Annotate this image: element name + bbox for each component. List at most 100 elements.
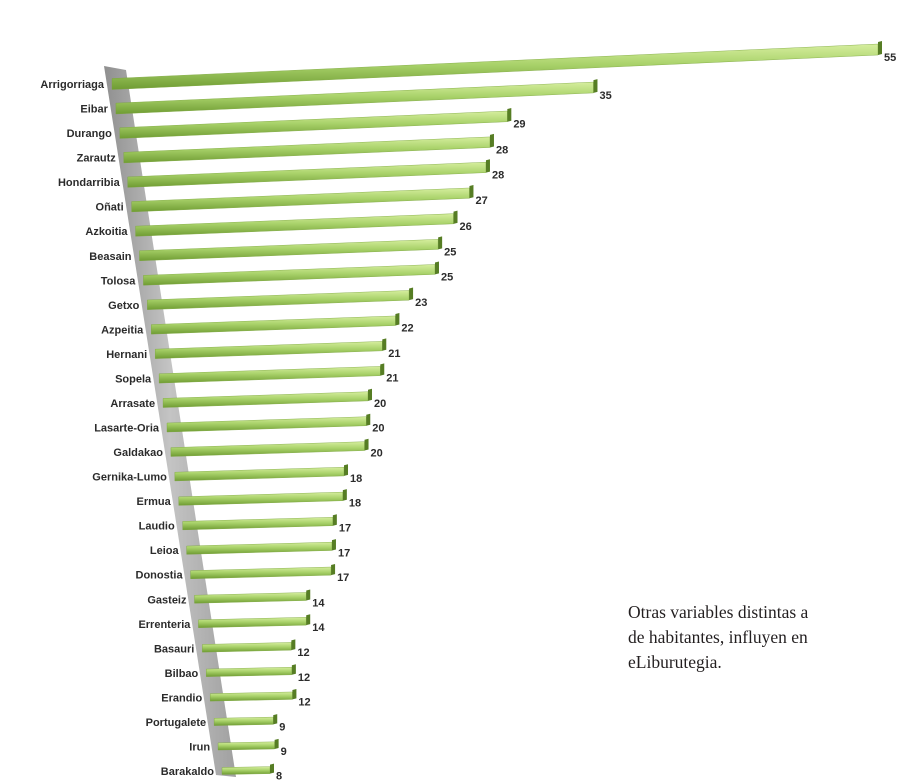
bar-face xyxy=(174,467,345,482)
bar-13 xyxy=(158,363,385,384)
bar-face xyxy=(111,43,879,90)
value-label: 12 xyxy=(298,696,310,708)
bar-end-cap xyxy=(292,688,297,700)
category-label: Hernani xyxy=(106,349,147,361)
bar-end-cap xyxy=(453,210,458,224)
value-labels-group: 55 35 29 28 28 27 26 25 25 23 22 21 21 20 20 20 18 18 17 17… xyxy=(276,52,896,780)
category-label: Oñati xyxy=(96,202,124,214)
bar-face xyxy=(139,239,439,261)
category-label: Ermua xyxy=(137,496,172,508)
value-label: 35 xyxy=(599,90,611,102)
bar-9 xyxy=(143,261,439,286)
bar-11 xyxy=(151,312,400,335)
bar-28 xyxy=(217,738,279,751)
category-label: Arrasate xyxy=(110,398,155,410)
category-label: Galdakao xyxy=(113,447,163,459)
value-label: 12 xyxy=(298,672,310,684)
bar-21 xyxy=(190,564,336,579)
bar-24 xyxy=(202,639,296,653)
category-label: Errenteria xyxy=(138,619,191,631)
category-label: Azpeitia xyxy=(101,324,144,336)
bar-face xyxy=(170,441,365,457)
category-label: Irun xyxy=(189,741,210,753)
category-label: Leioa xyxy=(150,545,180,557)
bar-22 xyxy=(194,589,311,604)
value-label: 25 xyxy=(441,271,453,283)
value-label: 14 xyxy=(312,597,325,609)
bar-end-cap xyxy=(306,589,311,601)
bar-face xyxy=(151,315,396,335)
bar-end-cap xyxy=(380,363,385,376)
category-label: Erandio xyxy=(161,692,202,704)
category-label: Getxo xyxy=(108,300,139,312)
category-label: Tolosa xyxy=(101,275,137,287)
bar-face xyxy=(206,666,293,677)
bar-end-cap xyxy=(485,159,490,173)
bar-19 xyxy=(182,514,337,531)
side-text-line-2: de habitantes, influyen en xyxy=(628,627,808,647)
category-labels-group: Arrigorriaga Eibar Durango Zarautz Hondarrib… xyxy=(40,79,214,778)
bar-face xyxy=(123,136,491,164)
bar-23 xyxy=(198,614,311,628)
bar-end-cap xyxy=(593,79,598,93)
bar-29 xyxy=(221,763,274,775)
value-label: 20 xyxy=(374,398,386,410)
bar-end-cap xyxy=(331,539,336,551)
category-label: Laudio xyxy=(139,521,175,533)
bar-7 xyxy=(135,210,458,237)
bar-25 xyxy=(206,664,296,677)
category-label: Eibar xyxy=(80,104,108,116)
side-text-line-1: Otras variables distintas a xyxy=(628,602,809,622)
value-label: 17 xyxy=(337,572,349,584)
bar-end-cap xyxy=(507,108,512,122)
category-label: Gernika-Lumo xyxy=(92,472,167,484)
bar-17 xyxy=(174,464,349,482)
value-label: 20 xyxy=(372,423,384,435)
value-label: 9 xyxy=(281,746,287,758)
category-label: Portugalete xyxy=(146,717,207,729)
bar-4 xyxy=(123,133,494,164)
bar-face xyxy=(166,416,367,433)
bar-end-cap xyxy=(438,236,443,250)
bar-face xyxy=(202,642,292,653)
value-label: 21 xyxy=(388,348,400,360)
bar-3 xyxy=(119,108,512,139)
bar-end-cap xyxy=(395,312,400,326)
bar-5 xyxy=(127,159,490,188)
bar-end-cap xyxy=(331,564,336,576)
bar-end-cap xyxy=(306,614,311,626)
value-label: 28 xyxy=(492,170,504,182)
category-label: Barakaldo xyxy=(161,766,214,778)
bar-end-cap xyxy=(368,388,373,401)
category-label: Bilbao xyxy=(165,668,199,680)
bar-26 xyxy=(210,688,297,702)
value-label: 28 xyxy=(496,144,508,156)
value-label: 18 xyxy=(349,498,361,510)
bar-end-cap xyxy=(273,714,278,725)
bar-end-cap xyxy=(291,639,296,651)
bar-end-cap xyxy=(274,738,279,749)
category-label: Donostia xyxy=(136,570,184,582)
bar-face xyxy=(186,541,333,555)
bar-face xyxy=(119,110,508,139)
side-paragraph: Otras variables distintas a de habitante… xyxy=(628,600,902,675)
bar-face xyxy=(158,366,381,384)
bar-end-cap xyxy=(409,287,414,301)
bar-face xyxy=(198,617,307,628)
bar-end-cap xyxy=(366,413,371,426)
category-label: Hondarribia xyxy=(58,177,121,189)
category-label: Sopela xyxy=(115,373,152,385)
bar-10 xyxy=(147,287,414,310)
side-text-line-3: eLiburutegia. xyxy=(628,652,722,672)
bar-face xyxy=(143,264,436,286)
bar-end-cap xyxy=(434,261,439,275)
category-label: Gasteiz xyxy=(147,594,187,606)
bar-face xyxy=(217,741,275,751)
bar-face xyxy=(162,391,369,408)
bar-end-cap xyxy=(364,438,369,451)
bar-16 xyxy=(170,438,369,457)
bar-face xyxy=(213,716,274,726)
bar-20 xyxy=(186,539,336,555)
bar-face xyxy=(155,341,383,359)
bar-end-cap xyxy=(291,664,296,675)
